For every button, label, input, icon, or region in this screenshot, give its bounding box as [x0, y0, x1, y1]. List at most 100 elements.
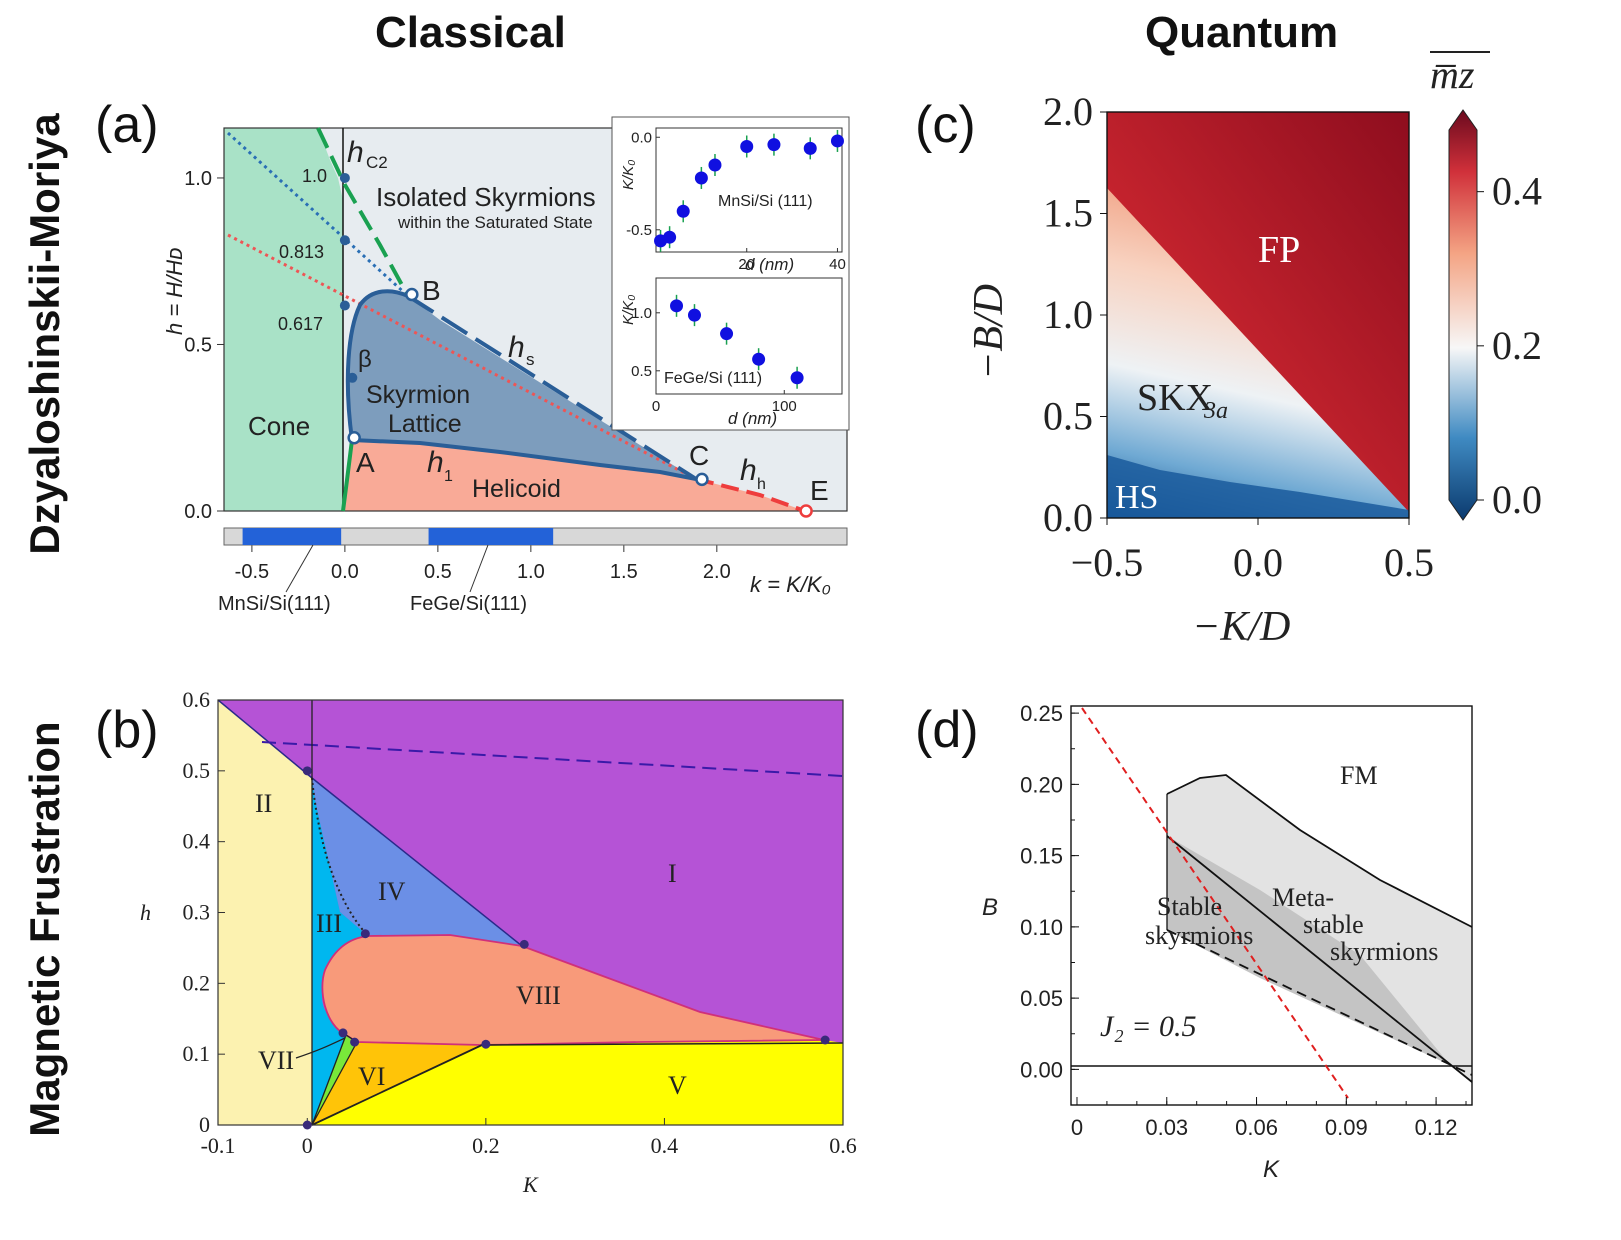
band-0 [242, 528, 342, 545]
y-tick-label-c: 0.0 [1043, 495, 1093, 540]
x-tick-label-d: 0.12 [1415, 1115, 1458, 1140]
y-tick-label-b: 0.4 [183, 829, 211, 854]
panel-b-ticks: -0.1 0 0.2 0.4 0.600.10.20.30.40.50.6 [183, 687, 857, 1158]
colorbar-ticks: 0.0 0.2 0.4 [1430, 51, 1542, 522]
phase-point [820, 1035, 830, 1045]
point-B [405, 287, 419, 302]
y-tick-label-c: 2.0 [1043, 89, 1093, 134]
region-II-label: II [255, 789, 272, 818]
colorbar-tick-label: 0.4 [1492, 169, 1542, 214]
stable-skyrmions-label: skyrmions [1145, 921, 1253, 950]
point-C-label: C [689, 440, 709, 471]
axis-mark-point [339, 172, 350, 183]
saturated-state-label: within the Saturated State [397, 213, 593, 232]
phase-point [481, 1039, 491, 1049]
h1-boundary [351, 438, 697, 481]
skyrmion-boundary [345, 289, 409, 441]
skyrmion-label: Skyrmion [366, 381, 470, 409]
phase-point [360, 929, 370, 939]
hs-label: h [508, 331, 525, 364]
skx-sub: 3a [1203, 398, 1228, 424]
y-tick-label-a: 1.0 [184, 168, 212, 190]
region-VIII [322, 935, 824, 1045]
region-V-label: V [668, 1071, 687, 1100]
y-tick-label-b: 0.5 [183, 758, 211, 783]
inset-data-point [694, 171, 708, 185]
x-tick-label-a: 0.5 [424, 561, 452, 583]
panel-b-texts: I II III IV V VI VII VIII h K [140, 789, 687, 1197]
x-tick-label-a: 2.0 [703, 561, 731, 583]
region-helicoid [343, 440, 805, 511]
panel-label-a: (a) [95, 96, 159, 154]
panel-label-d: (d) [915, 701, 979, 759]
panel-b-points [302, 766, 830, 1130]
panel-a-insets: 20 40 0.0 -0.5 MnSi/Si (111) d (nm) K/K₀ 0 100 1.… [620, 127, 846, 428]
hc2-sub: C2 [366, 153, 388, 172]
point-A [347, 430, 361, 445]
stable-solid-boundary [1166, 835, 1473, 1083]
x-tick-label-b: 0 [302, 1133, 313, 1158]
fm-label: FM [1340, 761, 1378, 790]
x-tick-label-b: 0.4 [651, 1133, 679, 1158]
inset-xlabel: d (nm) [728, 409, 777, 428]
y-tick-label-b: 0.1 [183, 1041, 211, 1066]
inset-x-tick-label: 0 [652, 398, 660, 415]
meta-label: Meta- [1272, 883, 1334, 912]
fege-leader [469, 544, 489, 593]
inset-data-point [752, 352, 766, 366]
inset-y-tick-label: -0.5 [626, 222, 652, 239]
panel-a-ticks: -0.5 0.0 0.5 1.0 1.5 2.0 0.0 0.5 1.0 [184, 168, 731, 583]
inset-data-point [740, 140, 754, 154]
stable-dashed-boundary [1166, 929, 1473, 1076]
VII-leader [295, 1037, 346, 1059]
j2-annotation: J₂ = 0.5 [1100, 1010, 1197, 1043]
x-tick-label-b: -0.1 [201, 1133, 236, 1158]
lattice-label: Lattice [388, 410, 462, 438]
region-VII [312, 1035, 357, 1125]
helicoid-label: Helicoid [472, 475, 561, 503]
region-IV-label: IV [378, 877, 406, 906]
band-fege-label: FeGe/Si(111) [410, 593, 527, 615]
region-II [218, 700, 312, 1125]
heatmap-hs-region [1107, 455, 1409, 518]
y-tick-label-b: 0 [199, 1112, 210, 1137]
y-tick-label-d: 0.20 [1020, 772, 1063, 797]
region-VIII-label: VIII [516, 981, 561, 1010]
phase-point [302, 1120, 312, 1130]
inset-data-point [830, 134, 844, 148]
header-quantum: Quantum [1145, 8, 1339, 57]
x-tick-label-c: 0.5 [1384, 540, 1434, 585]
phase-point [302, 766, 312, 776]
y-tick-label-c: 0.5 [1043, 394, 1093, 439]
inset-data-point [720, 327, 734, 341]
y-tick-label-b: 0.3 [183, 900, 211, 925]
x-tick-label-d: 0 [1071, 1115, 1083, 1140]
region-III-label: III [316, 909, 342, 938]
phase-point [519, 939, 529, 949]
colorbar-tick-label: 0.2 [1492, 323, 1542, 368]
region-VI-label: VI [358, 1062, 385, 1091]
green-solid-line [341, 439, 354, 512]
y-axis-label-b: h [140, 900, 151, 925]
x-tick-label-a: -0.5 [235, 561, 269, 583]
metastable-skyrmions-label: skyrmions [1330, 937, 1438, 966]
y-tick-label-a: 0.5 [184, 334, 212, 356]
x-tick-label-a: 1.5 [610, 561, 638, 583]
point-E [799, 504, 813, 518]
y-tick-label-a: 0.0 [184, 501, 212, 523]
x-tick-label-b: 0.2 [472, 1133, 500, 1158]
mark-0.617-label: 0.617 [278, 314, 323, 334]
hh-red-dashed-line [695, 477, 806, 513]
y-tick-label-d: 0.25 [1020, 701, 1063, 726]
cone-label: Cone [248, 411, 310, 441]
panel-a-bands [242, 528, 554, 545]
III-IV-dotted-boundary [311, 777, 369, 937]
x-tick-label-a: 0.0 [331, 561, 359, 583]
fp-label: FP [1258, 229, 1300, 271]
panel-a-texts: Cone Skyrmion Lattice Helicoid Isolated … [162, 136, 831, 597]
metastable-label: stable [1303, 910, 1364, 939]
y-axis-label-c: −B/D [966, 284, 1012, 380]
mark-0.813-label: 0.813 [279, 242, 324, 262]
inset-xlabel: d (nm) [745, 255, 794, 274]
